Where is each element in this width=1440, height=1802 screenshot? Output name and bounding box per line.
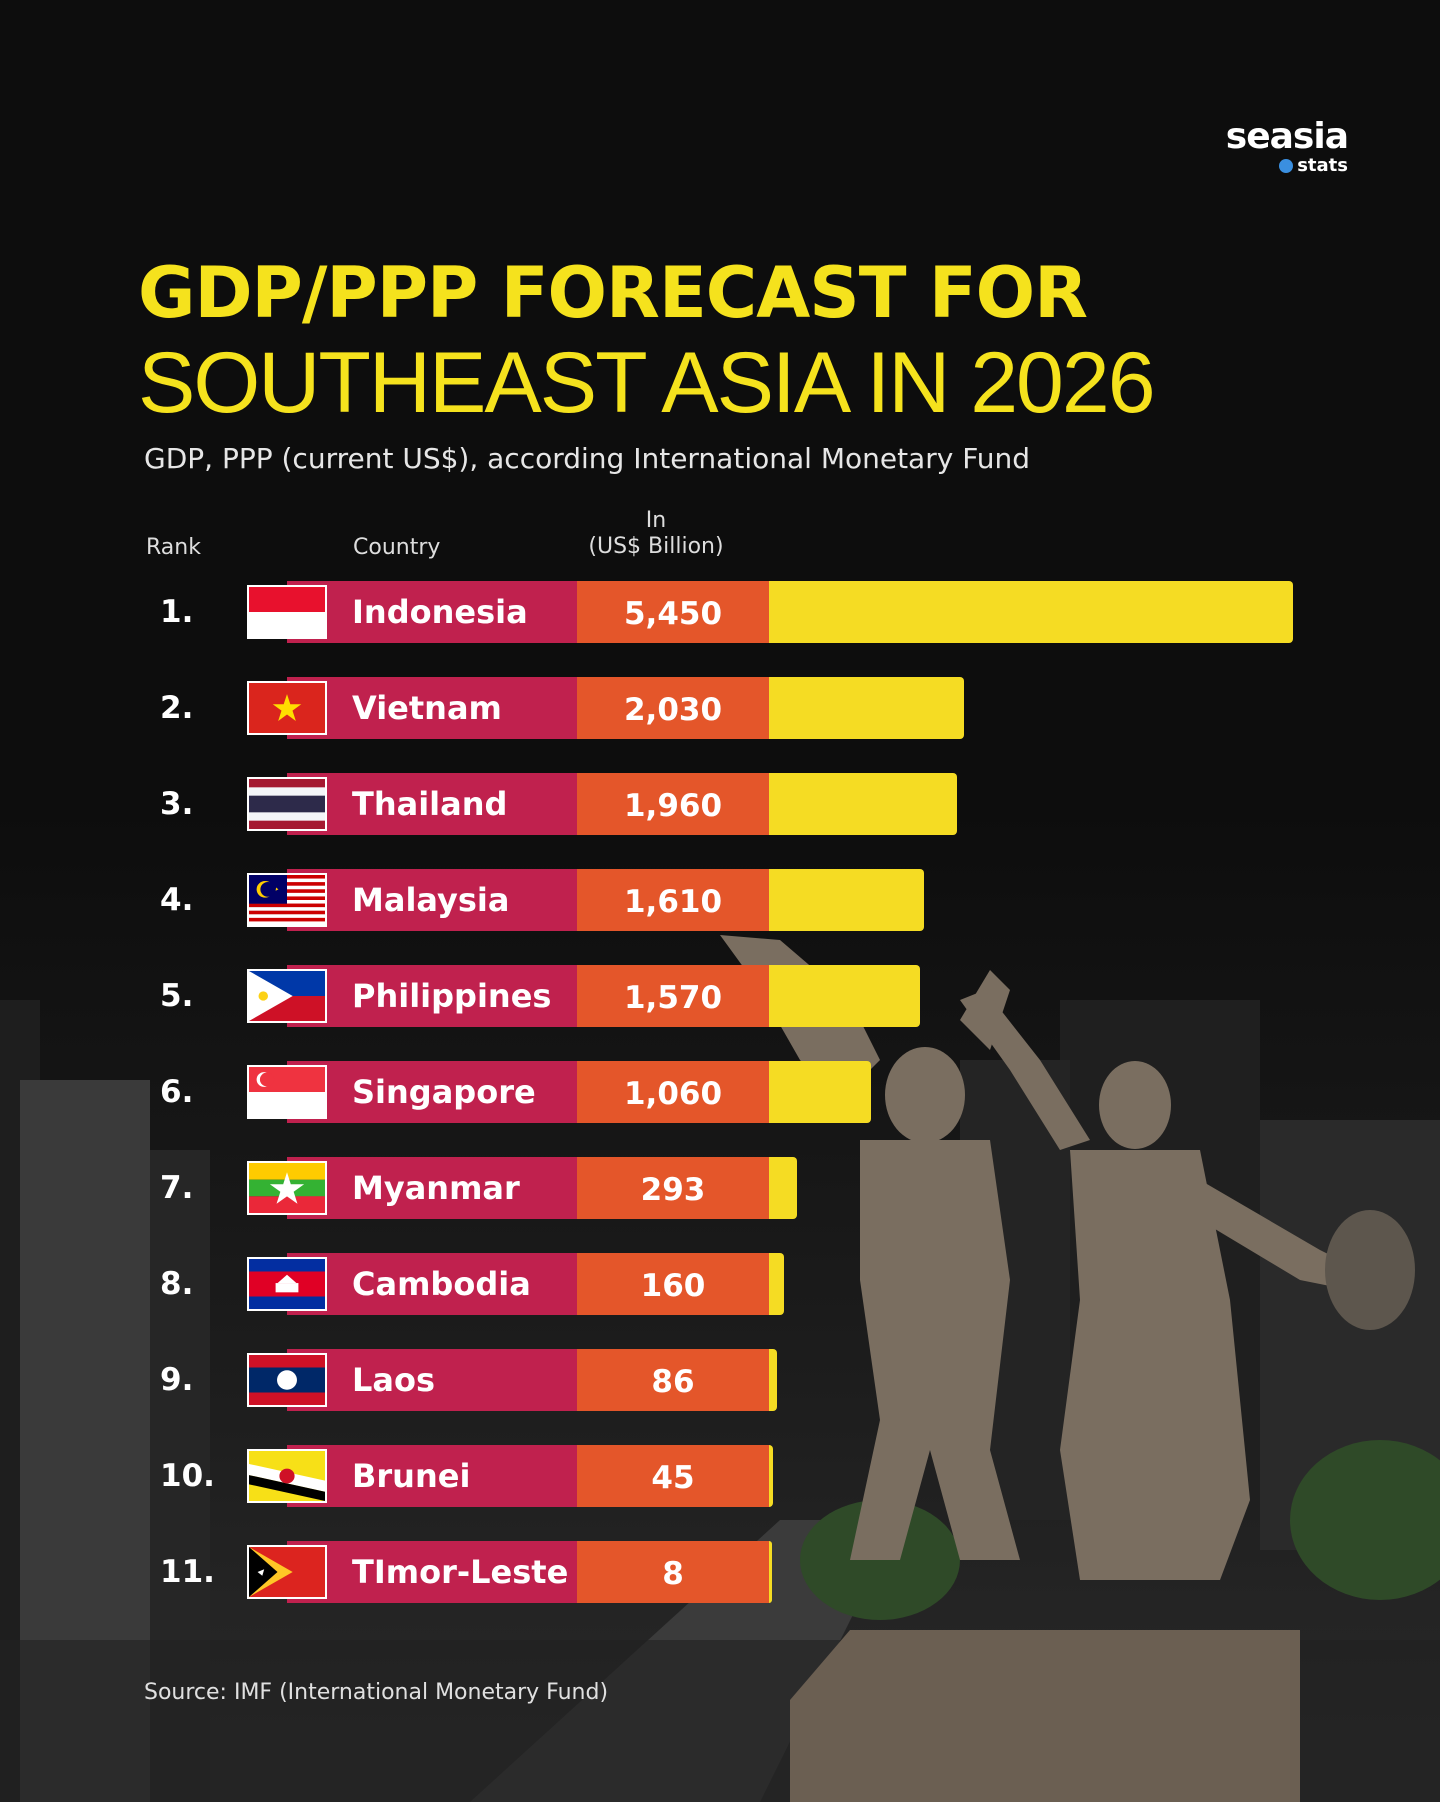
value-label: 5,450: [623, 596, 723, 632]
brand-logo: seasia stats: [1225, 116, 1349, 176]
indonesia-flag-icon: [247, 585, 327, 639]
bar: [769, 1157, 797, 1219]
thailand-flag-icon: [247, 777, 327, 831]
column-header-value-line1: In: [645, 508, 667, 533]
rank-label: 2.: [160, 690, 194, 726]
value-band: [577, 1349, 769, 1411]
brunei-flag-icon: [247, 1449, 327, 1503]
country-label: Brunei: [352, 1457, 471, 1495]
country-band: [287, 965, 577, 1027]
bar: [769, 581, 1293, 643]
value-label: 1,960: [623, 788, 723, 824]
timor-leste-flag-icon: [247, 1545, 327, 1599]
brand-name: seasia: [1225, 116, 1349, 157]
value-label: 1,060: [623, 1076, 723, 1112]
country-band: [287, 773, 577, 835]
column-header-value-line2: (US$ Billion): [588, 534, 724, 559]
country-band: [287, 1445, 577, 1507]
bar: [769, 677, 964, 739]
value-label: 45: [651, 1460, 695, 1496]
rank-label: 7.: [160, 1170, 194, 1206]
rank-label: 6.: [160, 1074, 194, 1110]
singapore-flag-icon: [247, 1065, 327, 1119]
country-label: Myanmar: [352, 1169, 520, 1207]
rank-label: 9.: [160, 1362, 194, 1398]
value-label: 86: [651, 1364, 695, 1400]
country-band: [287, 581, 577, 643]
rank-label: 1.: [160, 594, 194, 630]
bar: [769, 1349, 777, 1411]
country-band: [287, 677, 577, 739]
value-band: [577, 1253, 769, 1315]
bar: [769, 1541, 772, 1603]
country-band: [287, 1253, 577, 1315]
vietnam-flag-icon: [247, 681, 327, 735]
bar: [769, 1445, 773, 1507]
cambodia-flag-icon: [247, 1257, 327, 1311]
rank-label: 10.: [160, 1458, 215, 1494]
column-header-country: Country: [353, 535, 441, 560]
value-label: 1,570: [623, 980, 723, 1016]
column-header-value: In (US$ Billion): [586, 508, 726, 560]
country-band: [287, 1349, 577, 1411]
value-label: 2,030: [623, 692, 723, 728]
country-label: Thailand: [352, 785, 508, 823]
rank-label: 8.: [160, 1266, 194, 1302]
bar: [769, 869, 924, 931]
value-label: 1,610: [623, 884, 723, 920]
country-label: Cambodia: [352, 1265, 531, 1303]
country-band: [287, 1061, 577, 1123]
malaysia-flag-icon: [247, 873, 327, 927]
value-label: 8: [662, 1556, 684, 1592]
country-label: Vietnam: [352, 689, 502, 727]
page-subtitle: GDP, PPP (current US$), according Intern…: [144, 442, 1031, 475]
value-band: [577, 869, 769, 931]
laos-flag-icon: [247, 1353, 327, 1407]
brand-sub-label: stats: [1297, 155, 1348, 176]
country-band: [287, 869, 577, 931]
philippines-flag-icon: [247, 969, 327, 1023]
country-label: Singapore: [352, 1073, 536, 1111]
rank-label: 4.: [160, 882, 194, 918]
value-band: [577, 677, 769, 739]
value-band: [577, 1541, 769, 1603]
country-label: Laos: [352, 1361, 436, 1399]
country-band: [287, 1157, 577, 1219]
rank-label: 11.: [160, 1554, 215, 1590]
value-band: [577, 965, 769, 1027]
page-title-line1: GDP/PPP FORECAST FOR: [138, 252, 1088, 334]
value-label: 160: [640, 1268, 706, 1304]
bar: [769, 773, 957, 835]
country-label: Philippines: [352, 977, 552, 1015]
country-label: Indonesia: [352, 593, 528, 631]
value-band: [577, 581, 769, 643]
myanmar-flag-icon: [247, 1161, 327, 1215]
bar: [769, 965, 920, 1027]
bar: [769, 1061, 871, 1123]
rank-label: 3.: [160, 786, 194, 822]
value-band: [577, 1061, 769, 1123]
value-band: [577, 1157, 769, 1219]
value-band: [577, 773, 769, 835]
source-note: Source: IMF (International Monetary Fund…: [144, 1680, 609, 1705]
country-label: TImor-Leste: [352, 1553, 569, 1591]
column-header-rank: Rank: [146, 535, 201, 560]
country-label: Malaysia: [352, 881, 510, 919]
bar: [769, 1253, 784, 1315]
value-label: 293: [640, 1172, 706, 1208]
rank-label: 5.: [160, 978, 194, 1014]
page-title-line2: SOUTHEAST ASIA IN 2026: [138, 335, 1156, 431]
globe-icon: [1279, 159, 1294, 173]
value-band: [577, 1445, 769, 1507]
brand-sub: stats: [1226, 156, 1348, 176]
country-band: [287, 1541, 577, 1603]
